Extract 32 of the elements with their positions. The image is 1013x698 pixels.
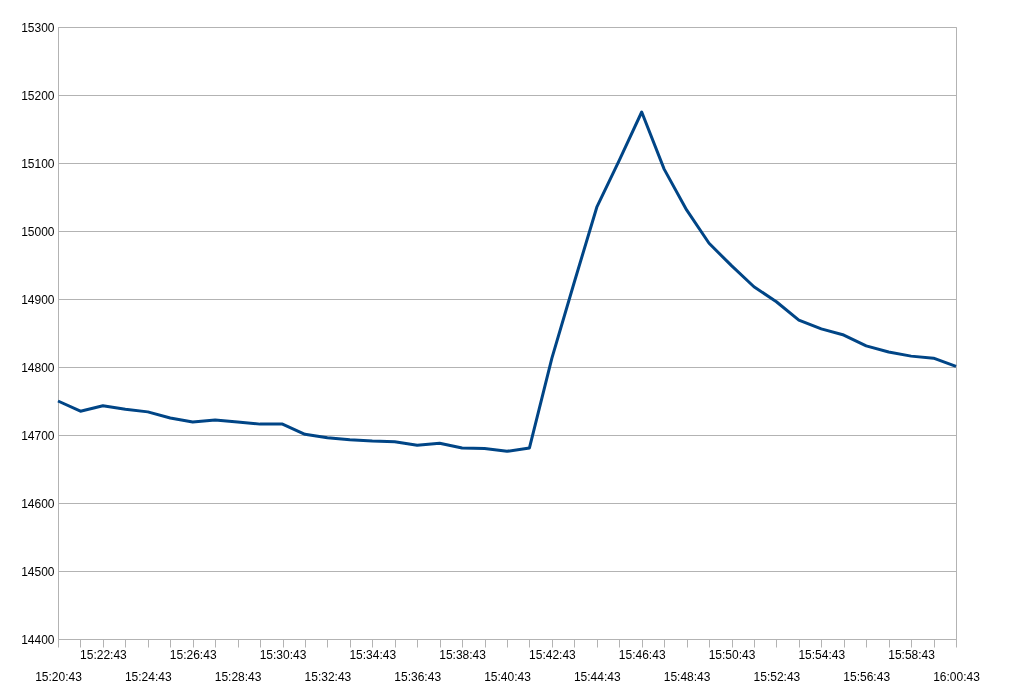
x-tick-label: 15:38:43 xyxy=(439,647,487,662)
x-tick-label: 15:44:43 xyxy=(573,669,621,684)
x-tick-label: 15:48:43 xyxy=(663,669,711,684)
x-tick-label: 16:00:43 xyxy=(933,669,981,684)
y-tick-label: 14400 xyxy=(21,632,55,647)
x-tick-label: 15:54:43 xyxy=(798,647,846,662)
x-tick-label: 15:30:43 xyxy=(259,647,307,662)
x-tick-label: 15:32:43 xyxy=(304,669,352,684)
y-tick-label: 15000 xyxy=(21,224,55,239)
x-tick-label: 15:52:43 xyxy=(753,669,801,684)
x-tick-label: 15:34:43 xyxy=(349,647,397,662)
x-tick-label: 15:46:43 xyxy=(618,647,666,662)
y-tick-label: 14800 xyxy=(21,360,55,375)
y-tick-label: 14600 xyxy=(21,496,55,511)
x-tick-label: 15:26:43 xyxy=(169,647,217,662)
line-series xyxy=(56,110,958,453)
y-tick-label: 15200 xyxy=(21,88,55,103)
x-tick-label: 15:28:43 xyxy=(214,669,262,684)
y-tick-label: 14700 xyxy=(21,428,55,443)
x-tick-label: 15:50:43 xyxy=(708,647,756,662)
x-tick-label: 15:36:43 xyxy=(394,669,442,684)
y-tick-label: 14900 xyxy=(21,292,55,307)
x-tick-label: 15:42:43 xyxy=(529,647,577,662)
x-tick-label: 15:58:43 xyxy=(888,647,936,662)
x-tick-label: 15:56:43 xyxy=(843,669,891,684)
x-tick-label: 15:22:43 xyxy=(80,647,128,662)
x-tick-label: 15:24:43 xyxy=(124,669,172,684)
y-tick-label: 14500 xyxy=(21,564,55,579)
x-tick-label: 15:20:43 xyxy=(35,669,83,684)
y-tick-label: 15100 xyxy=(21,156,55,171)
x-tick-label: 15:40:43 xyxy=(484,669,532,684)
y-tick-label: 15300 xyxy=(21,20,55,35)
